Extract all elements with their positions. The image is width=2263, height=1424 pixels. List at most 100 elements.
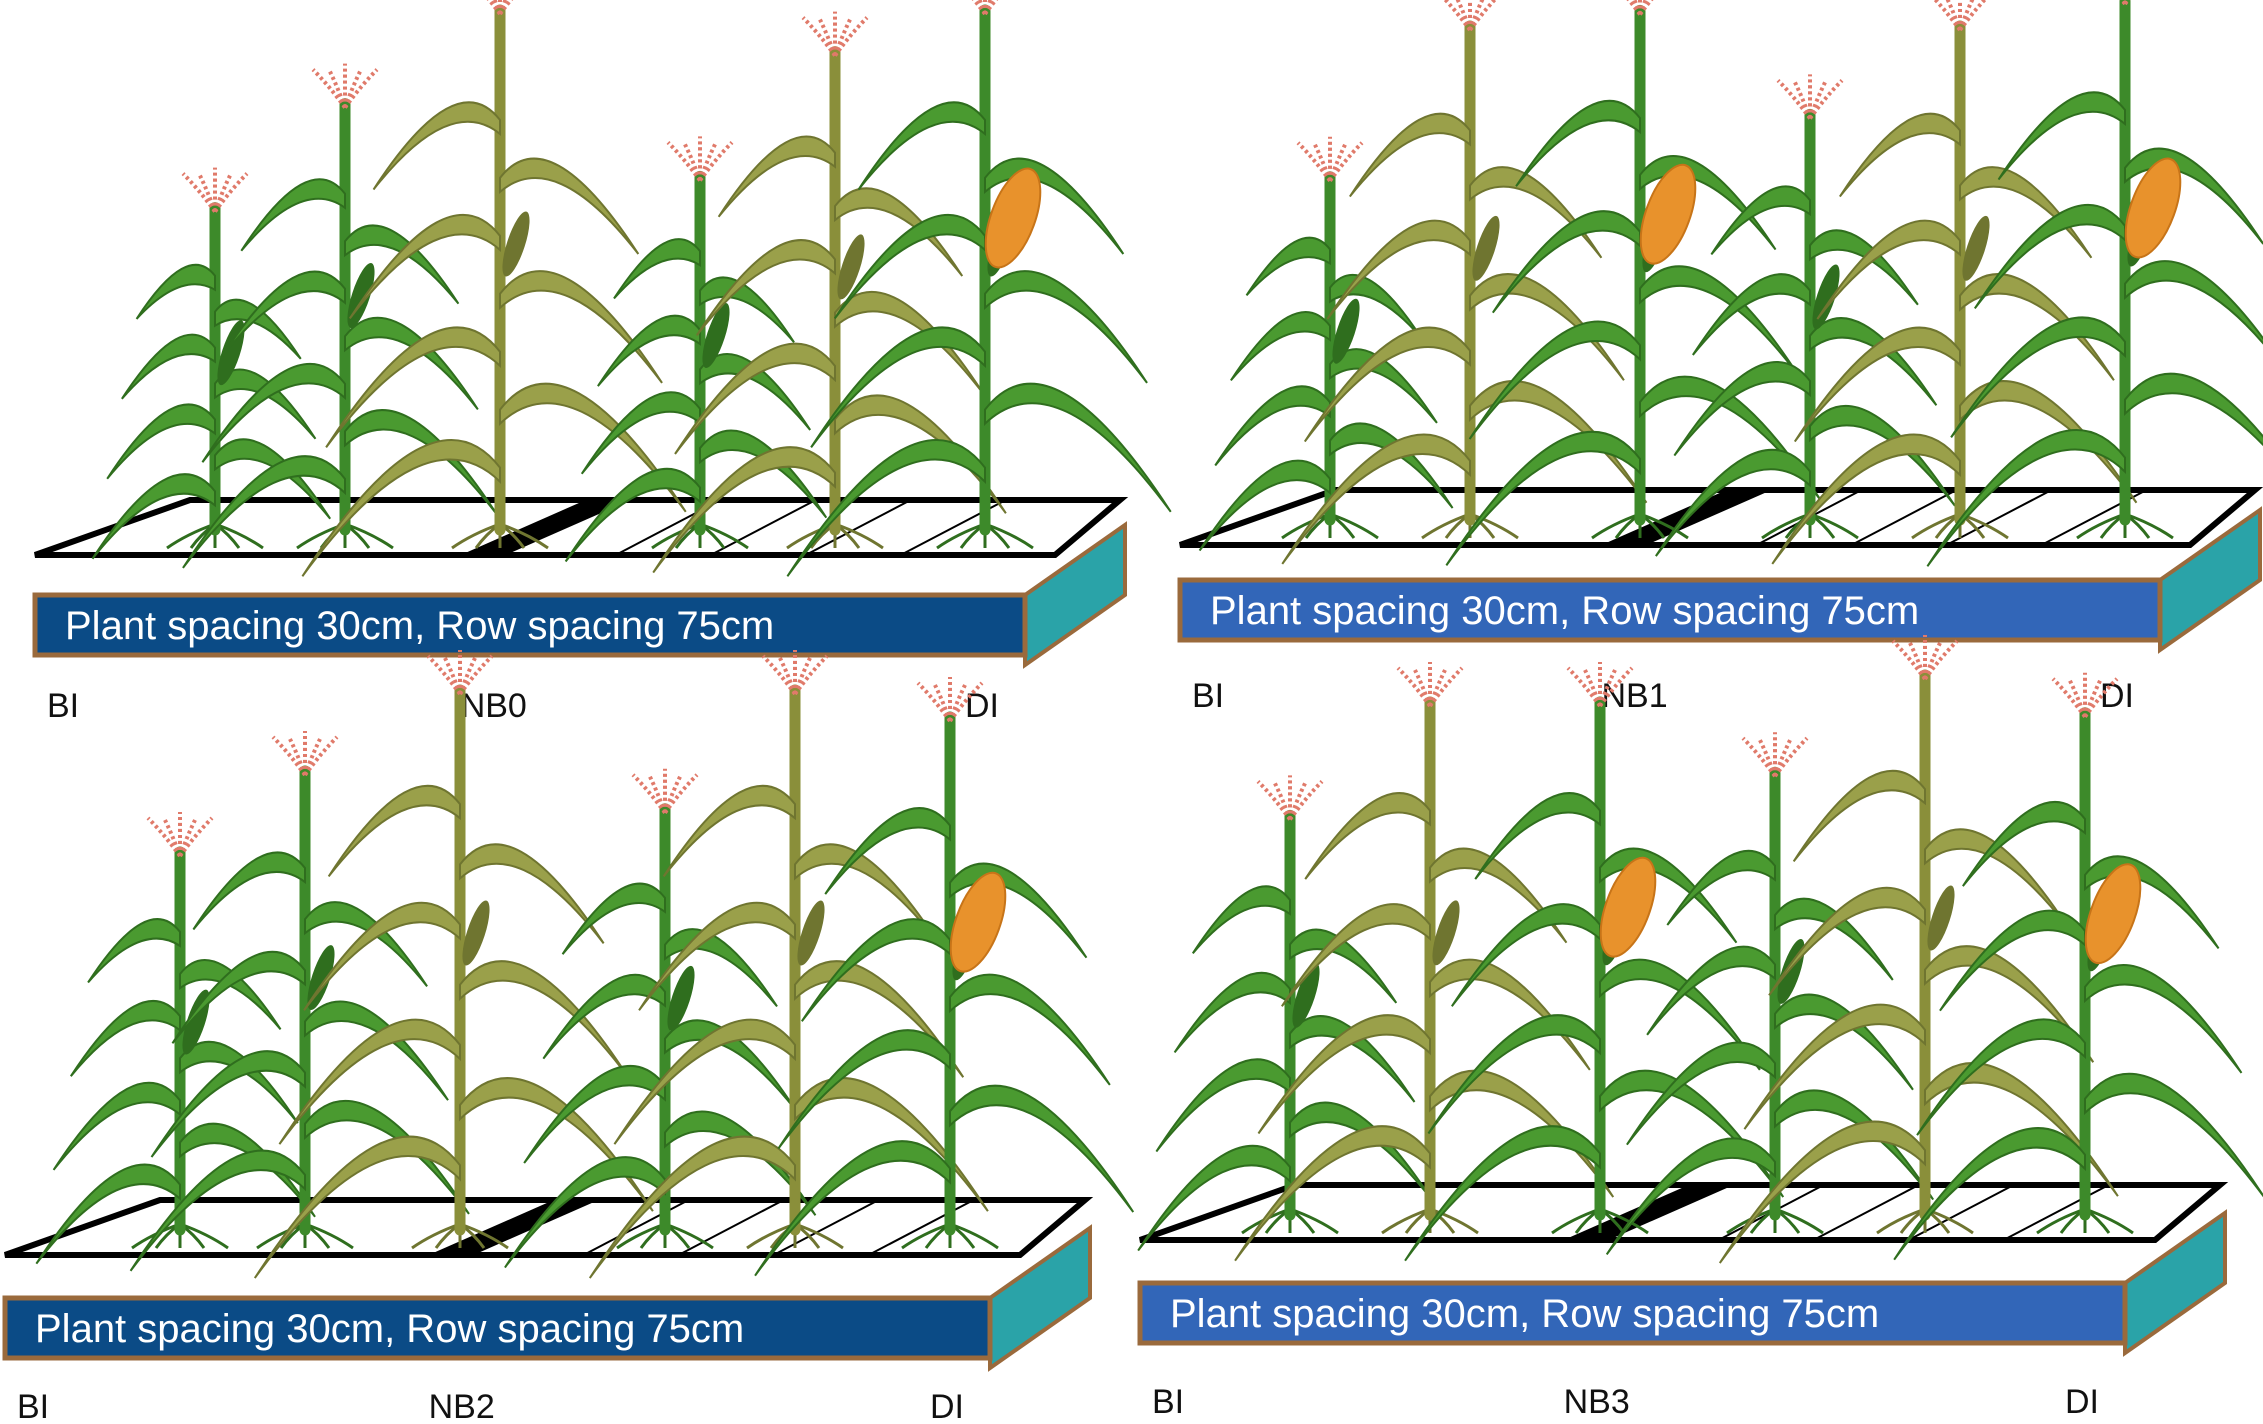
tassel [1566,662,1634,708]
plant-leaf [214,368,317,440]
plant-leaf [834,187,964,277]
plant-leaf [1191,885,1291,954]
tassel [486,0,514,16]
tassel [801,11,869,57]
plant-leaf [1646,945,1776,1036]
plant-leaf [1474,792,1601,880]
corn-cob [949,871,1007,973]
maize-plant [1198,136,1454,552]
plant-leaf [561,882,666,955]
ear-husk [702,303,730,368]
plant-leaf [150,1050,306,1158]
plant-leaf [542,973,666,1060]
plant-leaf [1173,971,1291,1054]
label-bi: BI [1152,1383,1184,1421]
plant-leaf [1468,320,1641,440]
maize-plant [1655,74,1956,557]
plant-leaf [1137,1144,1291,1252]
ear-husk [1432,900,1460,966]
plant-leaf [240,178,346,252]
maize-plant [253,650,654,1279]
plant-leaf [278,1018,461,1145]
plant-leaf [662,784,796,878]
plant-leaf [192,851,306,931]
plant-leaf [2124,260,2263,345]
plant-leaf [777,1029,951,1150]
plant-leaf [344,224,460,305]
plant-leaf [1427,1014,1601,1135]
tassel [1296,136,1364,182]
row-line [1851,489,1957,546]
tassel [2051,672,2119,718]
plant-leaf [664,1110,817,1216]
plant-leaf [179,1122,316,1218]
plant-leaf [1710,185,1811,256]
plant-leaf [372,101,501,191]
plant-leaf [1962,801,2086,887]
plant-leaf [638,901,796,1011]
plant-leaf [810,326,986,448]
plant-leaf [1349,112,1471,198]
plant-leaf [499,270,663,384]
plant-leaf [499,157,640,255]
ear-husk [1332,298,1360,364]
plant-leaf [214,298,302,360]
label-di: DI [930,1388,964,1424]
plot-divider [1563,1185,1734,1240]
plant-leaf [699,429,828,519]
plant-leaf [201,363,346,463]
plant-leaf [717,135,836,218]
plant-leaf [1939,909,2086,1012]
spacing-banner-text: Plant spacing 30cm, Row spacing 75cm [65,604,774,648]
plant-leaf [1281,433,1471,565]
label-di: DI [965,687,999,725]
ear-husk [667,965,695,1031]
panel-nb3: Plant spacing 30cm, Row spacing 75cm BI NB… [1137,635,2263,1421]
label-di: DI [2100,677,2134,715]
plant-leaf [1234,1125,1431,1262]
plant-leaf [1404,1125,1601,1262]
spacing-banner [2,1295,993,1361]
plant-leaf [588,1135,796,1279]
plant-leaf [214,438,331,520]
plant-leaf [1445,430,1641,566]
plant-leaf [1959,380,2138,504]
row-line [805,499,912,556]
plant-leaf [1281,903,1431,1007]
tassel [1891,635,1959,681]
plant-leaf [182,455,346,569]
maize-plant [754,677,1135,1277]
tassel [1776,74,1844,120]
maize-plant [182,63,499,569]
plant-leaf [135,263,216,320]
ear-husk [797,900,825,966]
plant-leaf [304,1099,470,1215]
row-line [583,1199,690,1256]
plant-leaf [1916,1018,2086,1136]
corn-cob [2084,863,2142,965]
spacing-banner [1137,1280,2128,1346]
plant-leaf [459,843,605,944]
plant-leaf [325,326,501,448]
tassel [1396,662,1464,708]
row-line [2003,1184,2110,1241]
plant-leaf [504,1156,666,1269]
panel-nb1: Plant spacing 30cm, Row spacing 75cm BI NB… [1177,0,2263,715]
spacing-banner [32,592,1028,658]
ear-husk [1292,962,1320,1028]
plant-leaf [597,314,701,387]
row-line [710,499,817,556]
maize-plant [652,11,1007,574]
plant-leaf [1655,448,1811,557]
plant-leaf [1792,769,1926,863]
plant-leaf [833,213,986,320]
plant-leaf [304,1000,449,1101]
plant-leaf [1718,1120,1926,1264]
tassel [1741,732,1809,778]
maize-plant [129,731,470,1272]
plant-leaf [344,316,479,410]
spacing-banner-text: Plant spacing 30cm, Row spacing 75cm [1170,1292,1879,1336]
plant-leaf [652,446,836,574]
plant-leaf [1743,1003,1926,1130]
plant-leaf [2084,964,2243,1074]
